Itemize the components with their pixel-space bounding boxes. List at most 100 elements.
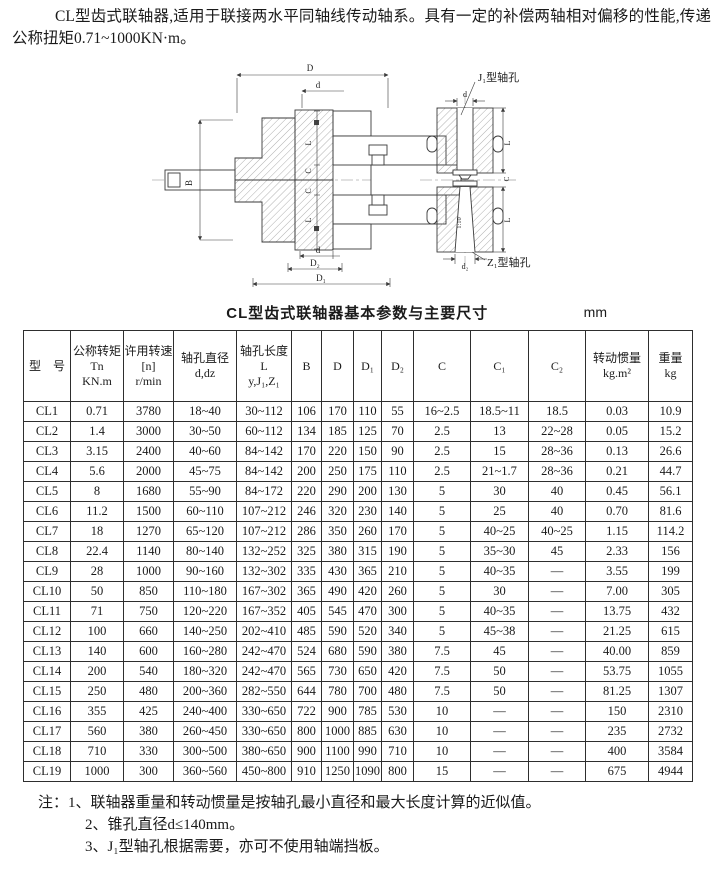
table-cell: 170 xyxy=(291,441,322,462)
table-cell: 70 xyxy=(381,421,414,442)
table-cell: 18.5 xyxy=(528,401,586,422)
table-cell: 45 xyxy=(528,541,586,562)
dim-C-right-label: C xyxy=(503,176,511,181)
table-cell: 90 xyxy=(381,441,414,462)
table-cell: 5.6 xyxy=(70,461,124,482)
table-cell: 170 xyxy=(321,401,354,422)
table-cell: 700 xyxy=(353,681,382,702)
table-cell: 3.55 xyxy=(585,561,649,582)
table-cell: 7.00 xyxy=(585,581,649,602)
table-cell: 2732 xyxy=(648,721,693,742)
table-cell: 140~250 xyxy=(173,621,237,642)
table-cell: 30 xyxy=(470,481,529,502)
table-cell: 330 xyxy=(123,741,174,762)
table-cell: 900 xyxy=(291,741,322,762)
table-cell: 110~180 xyxy=(173,581,237,602)
column-header: C₁ xyxy=(470,330,529,402)
table-cell: CL13 xyxy=(23,641,71,662)
table-cell: 330~650 xyxy=(236,721,292,742)
table-cell: 990 xyxy=(353,741,382,762)
note-line-1: 注：1、联轴器重量和转动惯量是按轴孔最小直径和最大长度计算的近似值。 xyxy=(38,792,725,814)
table-cell: 590 xyxy=(321,621,354,642)
table-cell: CL7 xyxy=(23,521,71,542)
table-cell: 286 xyxy=(291,521,322,542)
column-header: D xyxy=(321,330,354,402)
table-cell: 7.5 xyxy=(413,641,471,662)
table-cell: 615 xyxy=(648,621,693,642)
coupling-technical-drawing: D d B L C C L d D₂ D₁ d xyxy=(152,63,531,287)
table-cell: 160~280 xyxy=(173,641,237,662)
note-item-3: 3、J₁型轴孔根据需要，亦可不使用轴端挡板。 xyxy=(85,839,389,855)
table-cell: 750 xyxy=(123,601,174,622)
table-cell: 5 xyxy=(413,581,471,602)
table-cell: 40~35 xyxy=(470,561,529,582)
notes-prefix: 注： xyxy=(38,795,69,811)
table-cell: 45~75 xyxy=(173,461,237,482)
table-cell: 26.6 xyxy=(648,441,693,462)
table-cell: CL15 xyxy=(23,681,71,702)
table-cell: 365 xyxy=(291,581,322,602)
table-row: CL14 200 540 180~320 242~470 565 730 650 420 7.5 5… xyxy=(23,661,693,682)
table-cell: 40 xyxy=(528,501,586,522)
table-cell: 81.25 xyxy=(585,681,649,702)
table-cell: 644 xyxy=(291,681,322,702)
table-cell: 235 xyxy=(585,721,649,742)
table-row: CL7 18 1270 65~120 107~212 286 350 260 170 5 40~25… xyxy=(23,521,693,542)
table-cell: 470 xyxy=(353,601,382,622)
note-line-3: 3、J₁型轴孔根据需要，亦可不使用轴端挡板。 xyxy=(85,836,725,858)
column-header: D₁ xyxy=(353,330,382,402)
table-cell: CL10 xyxy=(23,581,71,602)
intro-paragraph: CL型齿式联轴器,适用于联接两水平同轴线传动轴系。具有一定的补偿两轴相对偏移的性… xyxy=(12,8,711,47)
table-cell: 0.05 xyxy=(585,421,649,442)
table-cell: 710 xyxy=(381,741,414,762)
table-cell: 35~30 xyxy=(470,541,529,562)
table-cell: CL1 xyxy=(23,401,71,422)
table-cell: 1307 xyxy=(648,681,693,702)
dim-d2-label: d₂ xyxy=(462,262,469,271)
table-cell: 140 xyxy=(381,501,414,522)
table-cell: 16~2.5 xyxy=(413,401,471,422)
dim-d-top-label: d xyxy=(316,80,321,90)
table-cell: 167~352 xyxy=(236,601,292,622)
table-cell: 5 xyxy=(413,541,471,562)
table-cell: 15 xyxy=(413,761,471,782)
table-cell: 2.33 xyxy=(585,541,649,562)
note-line-2: 2、锥孔直径d≤140mm。 xyxy=(85,814,725,836)
table-cell: 40~25 xyxy=(470,521,529,542)
note-item-2: 2、锥孔直径d≤140mm。 xyxy=(85,817,245,833)
table-cell: — xyxy=(528,621,586,642)
table-cell: 28~36 xyxy=(528,461,586,482)
table-cell: — xyxy=(470,761,529,782)
table-cell: 156 xyxy=(648,541,693,562)
table-cell: 260~450 xyxy=(173,721,237,742)
table-cell: CL2 xyxy=(23,421,71,442)
table-cell: 230 xyxy=(353,501,382,522)
table-row: CL16 355 425 240~400 330~650 722 900 785 530 10— —… xyxy=(23,701,693,722)
table-cell: 5 xyxy=(413,481,471,502)
table-cell: 50 xyxy=(70,581,124,602)
table-cell: 780 xyxy=(321,681,354,702)
right-view-dimensions xyxy=(443,98,506,264)
table-cell: 282~550 xyxy=(236,681,292,702)
table-cell: 56.1 xyxy=(648,481,693,502)
table-cell: 200 xyxy=(353,481,382,502)
table-cell: 5 xyxy=(413,621,471,642)
table-cell: 170 xyxy=(381,521,414,542)
left-section-view xyxy=(152,109,462,251)
dim-C-upper-label: C xyxy=(304,168,313,173)
table-cell: 305 xyxy=(648,581,693,602)
table-cell: 3000 xyxy=(123,421,174,442)
table-cell: 114.2 xyxy=(648,521,693,542)
table-cell: 130 xyxy=(381,481,414,502)
table-cell: 380 xyxy=(381,641,414,662)
table-cell: 28 xyxy=(70,561,124,582)
table-cell: 13.75 xyxy=(585,601,649,622)
table-cell: 420 xyxy=(381,661,414,682)
table-cell: 565 xyxy=(291,661,322,682)
table-cell: 480 xyxy=(123,681,174,702)
table-cell: — xyxy=(528,561,586,582)
dim-L-upper-label: L xyxy=(304,140,313,145)
table-cell: 630 xyxy=(381,721,414,742)
table-cell: CL9 xyxy=(23,561,71,582)
table-cell: 432 xyxy=(648,601,693,622)
